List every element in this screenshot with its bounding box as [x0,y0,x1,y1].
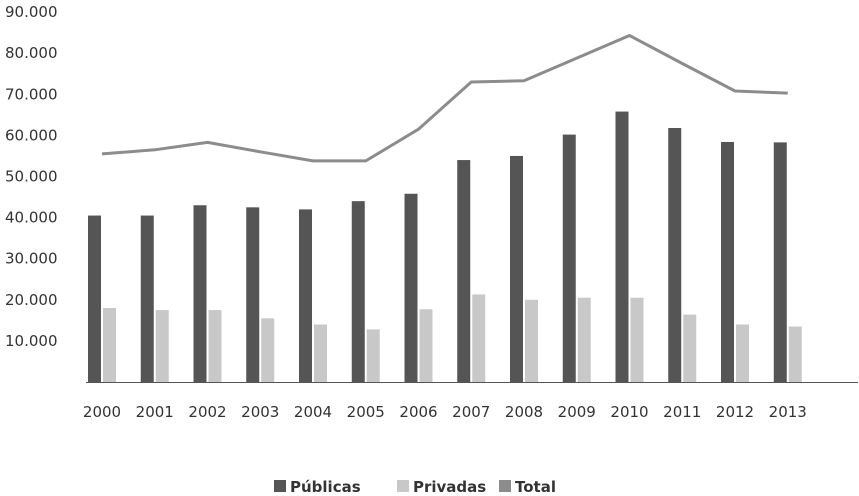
x-tick-label: 2004 [294,403,332,421]
bar-privadas-2008 [525,299,538,382]
legend-label: Privadas [413,478,486,496]
bar-privadas-2003 [261,318,275,382]
x-tick-label: 2000 [83,403,121,421]
legend-swatch [397,480,409,492]
x-tick-label: 2007 [452,403,490,421]
legend-label: Públicas [290,478,361,496]
bar-publicas-2010 [615,111,629,382]
bar-privadas-2001 [155,310,169,382]
bar-publicas-2004 [299,209,312,382]
bar-privadas-2005 [366,329,380,382]
bar-publicas-2003 [246,207,260,382]
bar-privadas-2007 [472,294,486,382]
bar-publicas-2002 [193,205,207,382]
x-tick-label: 2003 [241,403,279,421]
bar-publicas-2005 [351,201,365,382]
y-tick-label: 10.000 [5,332,58,350]
bar-privadas-2010 [630,297,644,382]
bar-privadas-2009 [577,297,591,382]
x-tick-label: 2002 [188,403,226,421]
bar-privadas-2006 [419,309,433,382]
bar-publicas-2009 [562,134,576,382]
bar-privadas-2000 [103,308,116,382]
x-tick-label: 2009 [558,403,596,421]
legend-label: Total [515,478,556,496]
legend: Públicas Privadas Total [274,478,556,496]
x-tick-label: 2012 [716,403,754,421]
bar-publicas-2007 [457,160,471,382]
x-tick-label: 2008 [505,403,543,421]
bar-privadas-2012 [736,324,749,382]
bar-publicas-2013 [773,142,787,382]
bar-publicas-2012 [721,141,734,382]
y-tick-label: 60.000 [5,126,58,144]
bar-privadas-2004 [314,324,327,382]
bar-privadas-2013 [788,326,802,382]
y-tick-label: 70.000 [5,85,58,103]
y-tick-label: 30.000 [5,250,58,268]
bars [88,111,802,382]
legend-swatch [274,480,286,492]
legend-swatch [499,480,511,492]
y-tick-label: 40.000 [5,209,58,227]
x-axis: 2000 2001 2002 2003 2004 2005 2006 2007 2008 2009… [83,403,807,421]
x-tick-label: 2006 [399,403,437,421]
bar-publicas-2001 [140,215,154,382]
x-tick-label: 2005 [347,403,385,421]
bar-privadas-2002 [208,310,222,382]
bar-publicas-2011 [668,128,682,382]
y-axis: 10.000 20.000 30.000 40.000 50.000 60.000 70.0… [5,3,58,350]
x-tick-label: 2001 [136,403,174,421]
y-tick-label: 80.000 [5,44,58,62]
x-tick-label: 2011 [663,403,701,421]
y-tick-label: 50.000 [5,168,58,186]
bar-privadas-2011 [683,314,697,382]
y-tick-label: 90.000 [5,3,58,21]
bar-publicas-2008 [510,155,523,382]
bar-publicas-2000 [88,215,101,382]
bar-publicas-2006 [404,193,418,382]
x-tick-label: 2013 [769,403,807,421]
y-tick-label: 20.000 [5,291,58,309]
x-tick-label: 2010 [610,403,648,421]
line-total [101,34,788,163]
total-line-layer [101,34,788,163]
